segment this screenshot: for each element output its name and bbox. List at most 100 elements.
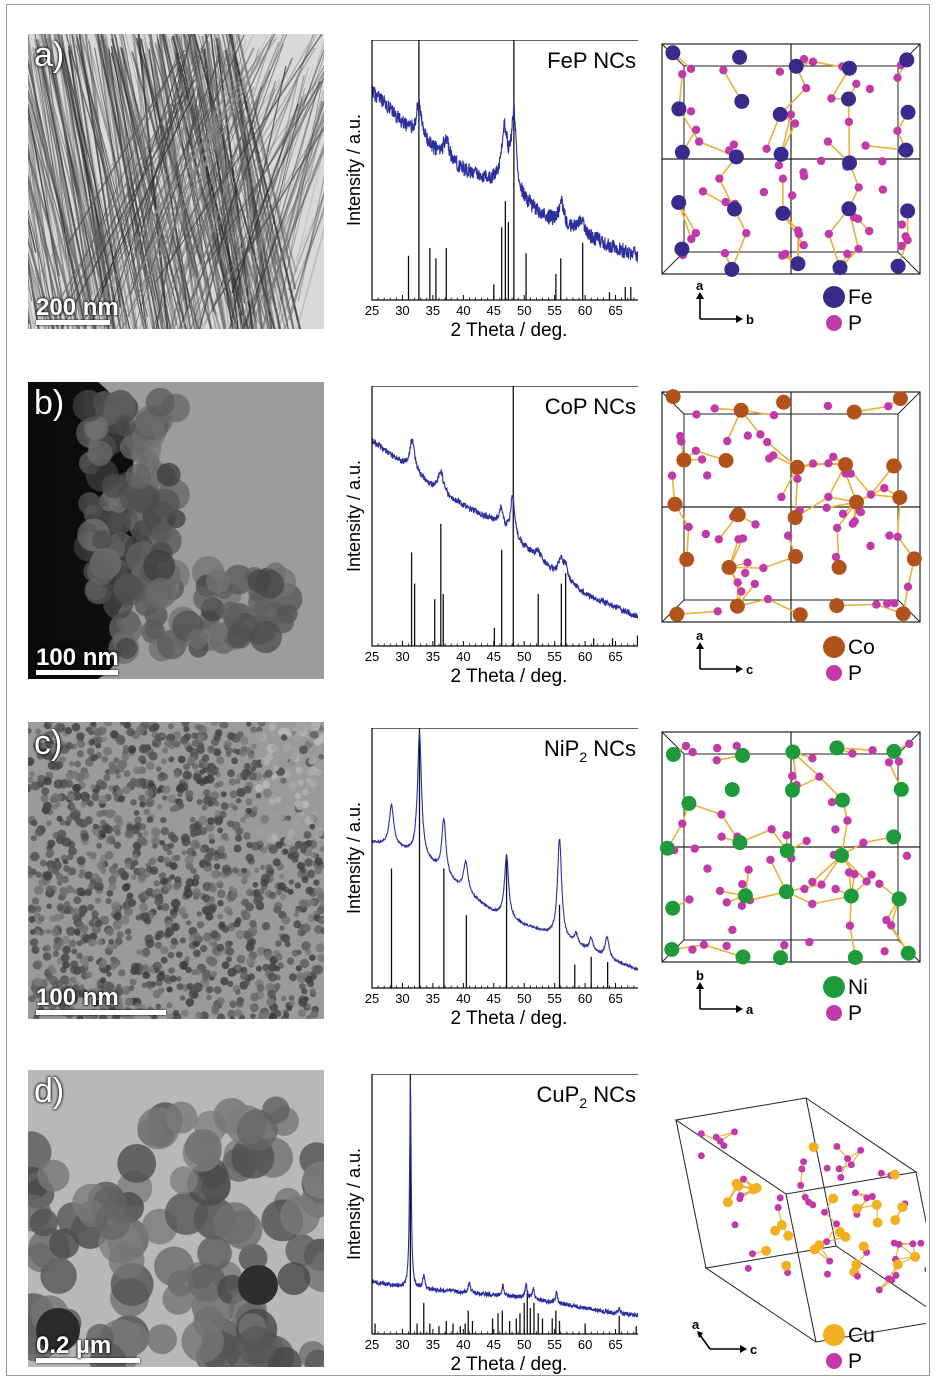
phosphorus-atom bbox=[698, 1152, 705, 1159]
phosphorus-atom bbox=[888, 1277, 895, 1284]
phosphorus-atom bbox=[689, 748, 697, 756]
phosphorus-atom bbox=[715, 174, 723, 182]
phosphorus-atom bbox=[898, 220, 906, 228]
scale-bar: 0.2 µm bbox=[36, 1332, 140, 1363]
y-axis-label: Intensity / a.u. bbox=[344, 1148, 364, 1260]
tem-micrograph bbox=[28, 34, 324, 329]
x-tick-label: 55 bbox=[547, 1337, 561, 1352]
phosphorus-atom bbox=[824, 402, 832, 410]
scale-bar-label: 0.2 µm bbox=[36, 1332, 111, 1359]
unit-cell-edge bbox=[806, 1098, 836, 1246]
tem-image-d: d) 0.2 µm bbox=[28, 1070, 324, 1367]
phosphorus-atom bbox=[872, 600, 880, 608]
phosphorus-atom bbox=[776, 68, 784, 76]
x-tick-label: 45 bbox=[487, 303, 501, 318]
metal-atom bbox=[724, 262, 739, 277]
phosphorus-atom bbox=[817, 880, 825, 888]
metal-atom bbox=[785, 783, 800, 798]
phosphorus-atom bbox=[896, 1241, 903, 1248]
panel-label: c) bbox=[34, 724, 62, 763]
metal-atom bbox=[892, 891, 907, 906]
metal-atom bbox=[893, 391, 908, 406]
phosphorus-atom bbox=[737, 587, 745, 595]
metal-atom bbox=[681, 796, 696, 811]
phosphorus-atom bbox=[745, 1265, 752, 1272]
phosphorus-atom bbox=[857, 1147, 864, 1154]
phosphorus-atom bbox=[852, 1189, 859, 1196]
phosphorus-atom bbox=[802, 84, 810, 92]
phosphorus-atom bbox=[723, 437, 731, 445]
phosphorus-atom bbox=[744, 866, 752, 874]
x-tick-label: 25 bbox=[365, 649, 379, 664]
phosphorus-atom bbox=[809, 459, 817, 467]
metal-atom bbox=[789, 59, 804, 74]
phosphorus-atom bbox=[760, 188, 768, 196]
x-tick-label: 35 bbox=[426, 303, 440, 318]
phosphorus-atom bbox=[826, 1258, 833, 1265]
phosphorus-atom bbox=[866, 85, 874, 93]
phosphorus-atom bbox=[831, 885, 839, 893]
x-tick-label: 60 bbox=[578, 1337, 592, 1352]
chart-title: CuP2 NCs bbox=[537, 1082, 636, 1111]
phosphorus-atom bbox=[905, 740, 913, 748]
metal-atom bbox=[732, 835, 747, 850]
x-tick-label: 65 bbox=[608, 991, 622, 1006]
phosphorus-atom bbox=[800, 241, 808, 249]
phosphorus-atom bbox=[844, 1155, 851, 1162]
phosphorus-atom bbox=[845, 118, 853, 126]
phosphorus-atom bbox=[719, 66, 727, 74]
phosphorus-atom bbox=[687, 235, 695, 243]
x-tick-label: 30 bbox=[395, 649, 409, 664]
metal-atom bbox=[665, 45, 680, 60]
metal-atom bbox=[777, 1220, 787, 1230]
metal-atom bbox=[829, 598, 844, 613]
metal-atom bbox=[729, 149, 744, 164]
unit-cell-edge bbox=[676, 1120, 706, 1268]
metal-atom bbox=[890, 1170, 900, 1180]
phosphorus-atom bbox=[904, 583, 912, 591]
phosphorus-atom bbox=[802, 1194, 809, 1201]
x-tick-label: 65 bbox=[608, 649, 622, 664]
phosphorus-atom bbox=[713, 756, 721, 764]
phosphorus-atom bbox=[767, 825, 775, 833]
metal-atom bbox=[780, 843, 795, 858]
phosphorus-atom bbox=[738, 880, 746, 888]
phosphorus-atom bbox=[885, 758, 893, 766]
legend-p-label: P bbox=[848, 1002, 862, 1025]
phosphorus-atom bbox=[741, 569, 749, 577]
phosphorus-atom bbox=[833, 524, 841, 532]
metal-atom bbox=[897, 1202, 907, 1212]
phosphorus-atom bbox=[713, 744, 721, 752]
phosphorus-atom bbox=[815, 773, 823, 781]
metal-atom bbox=[738, 888, 753, 903]
metal-atom bbox=[779, 884, 794, 899]
phosphorus-atom bbox=[777, 493, 785, 501]
phosphorus-atom bbox=[764, 595, 772, 603]
metal-atom bbox=[842, 61, 857, 76]
metal-atom bbox=[668, 497, 683, 512]
phosphorus-atom bbox=[751, 520, 759, 528]
legend-p-label: P bbox=[848, 1350, 862, 1373]
panel-label: d) bbox=[34, 1072, 64, 1111]
x-tick-label: 45 bbox=[487, 991, 501, 1006]
phosphorus-atom bbox=[808, 900, 816, 908]
phosphorus-atom bbox=[803, 837, 811, 845]
phosphorus-atom bbox=[703, 864, 711, 872]
panel-label: a) bbox=[34, 36, 64, 75]
tem-image-a: a) 200 nm bbox=[28, 34, 324, 329]
phosphorus-atom bbox=[839, 510, 847, 518]
scale-bar: 200 nm bbox=[36, 294, 119, 325]
metal-atom bbox=[844, 889, 859, 904]
phosphorus-atom bbox=[863, 1194, 870, 1201]
phosphorus-atom bbox=[759, 564, 767, 572]
phosphorus-atom bbox=[685, 895, 693, 903]
phosphorus-atom bbox=[855, 183, 863, 191]
metal-atom bbox=[664, 942, 679, 957]
phosphorus-atom bbox=[715, 535, 723, 543]
chart-title: NiP2 NCs bbox=[544, 736, 636, 765]
metal-atom bbox=[886, 744, 901, 759]
x-tick-label: 25 bbox=[365, 991, 379, 1006]
phosphorus-atom bbox=[751, 580, 759, 588]
x-axis-label: 2 Theta / deg. bbox=[451, 320, 568, 341]
